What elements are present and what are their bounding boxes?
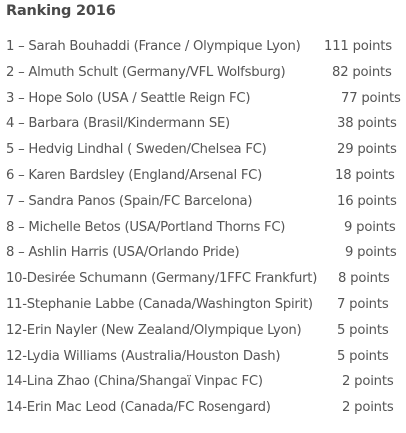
player-points: 2 points <box>342 400 394 416</box>
player-entry: 8 – Michelle Betos (USA/Portland Thorns … <box>6 219 286 235</box>
ranking-row: 12-Lydia Williams (Australia/Houston Das… <box>0 349 406 375</box>
player-entry: 6 – Karen Bardsley (England/Arsenal FC) <box>6 167 263 183</box>
ranking-row: 2 – Almuth Schult (Germany/VFL Wolfsburg… <box>0 65 406 91</box>
player-points: 16 points <box>337 193 397 209</box>
player-entry: 8 – Ashlin Harris (USA/Orlando Pride) <box>6 245 240 261</box>
player-points: 111 points <box>324 39 392 54</box>
player-entry: 7 – Sandra Panos (Spain/FC Barcelona) <box>6 193 253 209</box>
player-points: 18 points <box>335 167 395 183</box>
player-points: 8 points <box>338 271 390 287</box>
player-entry: 12-Lydia Williams (Australia/Houston Das… <box>6 348 281 364</box>
player-entry: 10-Desirée Schumann (Germany/1FFC Frankf… <box>6 271 318 287</box>
player-points: 9 points <box>345 245 397 261</box>
ranking-list: 1 – Sarah Bouhaddi (France / Olympique L… <box>0 39 406 426</box>
ranking-row: 6 – Karen Bardsley (England/Arsenal FC) … <box>0 168 406 194</box>
player-entry: 1 – Sarah Bouhaddi (France / Olympique L… <box>6 39 301 54</box>
player-points: 9 points <box>344 219 396 235</box>
player-entry: 3 – Hope Solo (USA / Seattle Reign FC) <box>6 90 251 106</box>
ranking-row: 7 – Sandra Panos (Spain/FC Barcelona) 16… <box>0 194 406 220</box>
player-entry: 14-Lina Zhao (China/Shangaï Vinpac FC) <box>6 374 263 390</box>
player-entry: 12-Erin Nayler (New Zealand/Olympique Ly… <box>6 322 302 338</box>
player-entry: 11-Stephanie Labbe (Canada/Washington Sp… <box>6 296 313 312</box>
ranking-row: 1 – Sarah Bouhaddi (France / Olympique L… <box>0 39 406 65</box>
ranking-row: 14-Erin Mac Leod (Canada/FC Rosengard) 2… <box>0 400 406 426</box>
player-points: 77 points <box>341 90 401 106</box>
player-entry: 5 – Hedvig Lindhal ( Sweden/Chelsea FC) <box>6 142 267 158</box>
ranking-row: 11-Stephanie Labbe (Canada/Washington Sp… <box>0 297 406 323</box>
ranking-title: Ranking 2016 <box>6 3 116 19</box>
ranking-row: 4 – Barbara (Brasil/Kindermann SE) 38 po… <box>0 116 406 142</box>
player-points: 29 points <box>337 142 397 158</box>
player-entry: 14-Erin Mac Leod (Canada/FC Rosengard) <box>6 400 271 416</box>
ranking-row: 10-Desirée Schumann (Germany/1FFC Frankf… <box>0 271 406 297</box>
player-points: 82 points <box>332 64 392 80</box>
ranking-row: 8 – Michelle Betos (USA/Portland Thorns … <box>0 220 406 246</box>
ranking-row: 3 – Hope Solo (USA / Seattle Reign FC) 7… <box>0 91 406 117</box>
player-points: 5 points <box>337 348 389 364</box>
player-points: 5 points <box>337 322 389 338</box>
ranking-row: 12-Erin Nayler (New Zealand/Olympique Ly… <box>0 323 406 349</box>
player-points: 2 points <box>342 374 394 390</box>
ranking-row: 14-Lina Zhao (China/Shangaï Vinpac FC) 2… <box>0 374 406 400</box>
player-entry: 2 – Almuth Schult (Germany/VFL Wolfsburg… <box>6 64 286 80</box>
player-points: 7 points <box>337 296 389 312</box>
player-entry: 4 – Barbara (Brasil/Kindermann SE) <box>6 116 230 132</box>
ranking-row: 8 – Ashlin Harris (USA/Orlando Pride) 9 … <box>0 245 406 271</box>
player-points: 38 points <box>337 116 397 132</box>
ranking-row: 5 – Hedvig Lindhal ( Sweden/Chelsea FC) … <box>0 142 406 168</box>
